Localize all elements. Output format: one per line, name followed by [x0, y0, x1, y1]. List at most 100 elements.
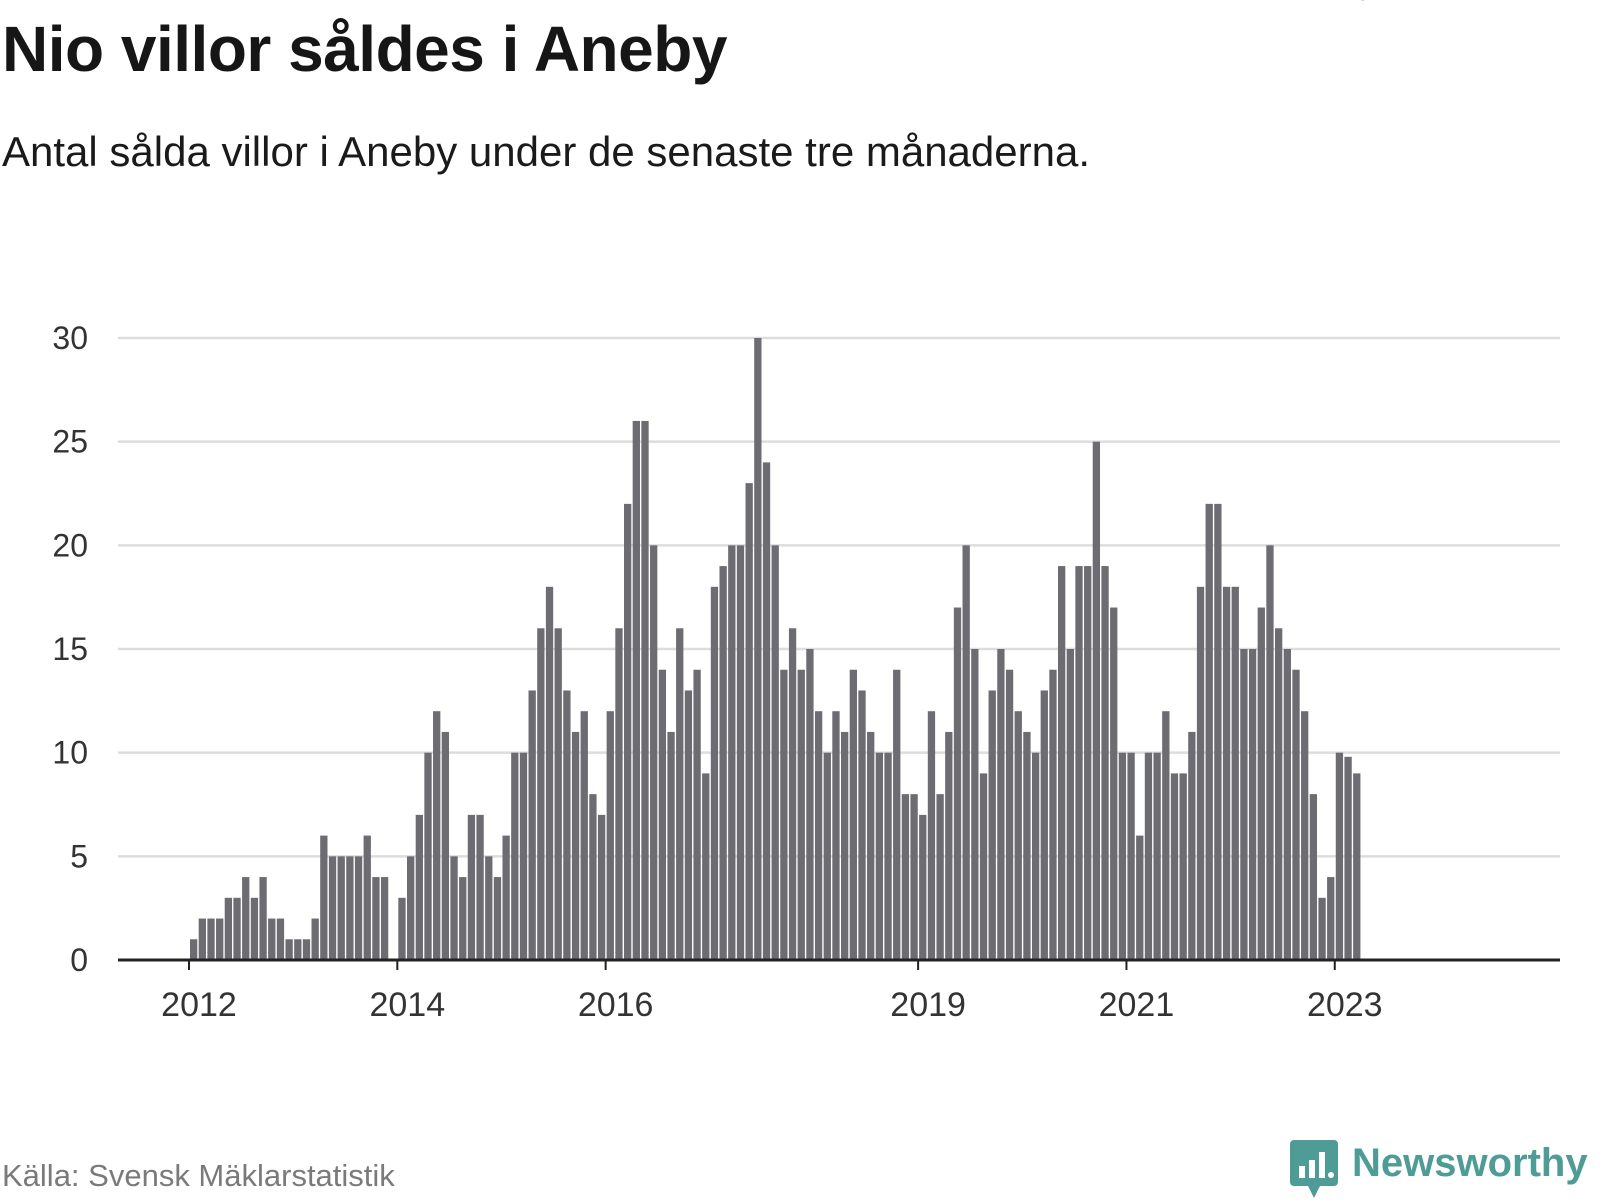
bar: [762, 462, 771, 960]
bar: [1257, 607, 1265, 960]
bar: [806, 649, 814, 960]
bar: [1344, 756, 1352, 960]
bar: [1144, 752, 1153, 960]
bar: [407, 856, 415, 960]
bar: [884, 752, 892, 960]
bar: [320, 835, 328, 960]
bar: [1118, 752, 1127, 960]
bar: [953, 607, 962, 960]
bar: [433, 711, 441, 960]
bar: [259, 877, 267, 960]
bar: [615, 628, 623, 960]
bar: [1292, 669, 1300, 960]
bar: [1196, 586, 1205, 960]
bar: [311, 918, 319, 960]
bar: [537, 628, 545, 960]
x-tick-label: 2019: [890, 986, 966, 1024]
bar: [797, 669, 805, 960]
bar: [1040, 690, 1048, 960]
bar: [528, 690, 536, 960]
y-tick-label: 10: [52, 735, 88, 771]
bar: [363, 835, 371, 960]
bar: [563, 690, 571, 960]
x-tick-label: 2021: [1099, 986, 1175, 1024]
bar: [745, 483, 753, 960]
bar: [788, 628, 797, 960]
bar: [1214, 503, 1222, 960]
bar: [1049, 669, 1057, 960]
bar-chart: 0 5 10 15 20 25 30 9 2012 2014 2016 2019 2021 2023: [52, 0, 1560, 1024]
y-tick-label: 30: [52, 320, 88, 356]
bar: [901, 794, 910, 960]
bar: [467, 814, 476, 960]
bar: [1136, 835, 1144, 960]
bar: [459, 877, 467, 960]
y-tick-label: 25: [52, 424, 88, 460]
y-tick-label: 0: [70, 942, 88, 978]
bar: [233, 897, 241, 960]
y-tick-label: 20: [52, 527, 88, 563]
bar: [927, 711, 936, 960]
bar: [380, 877, 389, 960]
bar: [754, 338, 762, 960]
bar: [1005, 669, 1014, 960]
bar: [936, 794, 944, 960]
bar: [294, 939, 302, 960]
bar: [216, 918, 224, 960]
bar: [1162, 711, 1170, 960]
bar: [1309, 794, 1318, 960]
bar: [285, 939, 293, 960]
bar: [1179, 773, 1187, 960]
bar: [424, 752, 432, 960]
bar: [1075, 566, 1083, 960]
bar: [1101, 566, 1109, 960]
bar: [1066, 649, 1074, 960]
bar: [207, 918, 215, 960]
bar: [398, 897, 406, 960]
bar: [1301, 711, 1309, 960]
bar: [1275, 628, 1283, 960]
bar: [832, 711, 840, 960]
bar: [650, 545, 658, 960]
brand-logo: Newsworthy: [1290, 1140, 1588, 1200]
bar: [328, 856, 337, 960]
bar: [198, 918, 206, 960]
bar: [1222, 586, 1231, 960]
bar: [693, 669, 701, 960]
bar: [346, 856, 354, 960]
bar: [875, 752, 884, 960]
bar: [354, 856, 363, 960]
bar: [545, 586, 554, 960]
bar: [1153, 752, 1161, 960]
bar: [571, 731, 580, 960]
bar: [910, 794, 918, 960]
bar: [849, 669, 857, 960]
bar: [1031, 752, 1040, 960]
x-tick-label: 2023: [1307, 986, 1383, 1024]
x-tick-label: 2014: [369, 986, 445, 1024]
y-tick-label: 15: [52, 631, 88, 667]
bar: [502, 835, 510, 960]
x-tick-label: 2012: [161, 986, 237, 1024]
bar: [719, 566, 727, 960]
bar: [268, 918, 276, 960]
bar: [1318, 897, 1326, 960]
bar: [919, 814, 927, 960]
bar: [1084, 566, 1092, 960]
bar: [276, 918, 285, 960]
bar: [641, 420, 649, 960]
bar: [1231, 586, 1239, 960]
bar: [945, 731, 953, 960]
bar: [1248, 649, 1257, 960]
bar: [519, 752, 528, 960]
bar: [1023, 731, 1031, 960]
bar: [893, 669, 901, 960]
bar: [1170, 773, 1179, 960]
bar: [224, 897, 233, 960]
bar: [823, 752, 831, 960]
bar: [1110, 607, 1118, 960]
bar: [667, 731, 675, 960]
bar: [841, 731, 849, 960]
bar: [988, 690, 996, 960]
bar: [597, 814, 606, 960]
